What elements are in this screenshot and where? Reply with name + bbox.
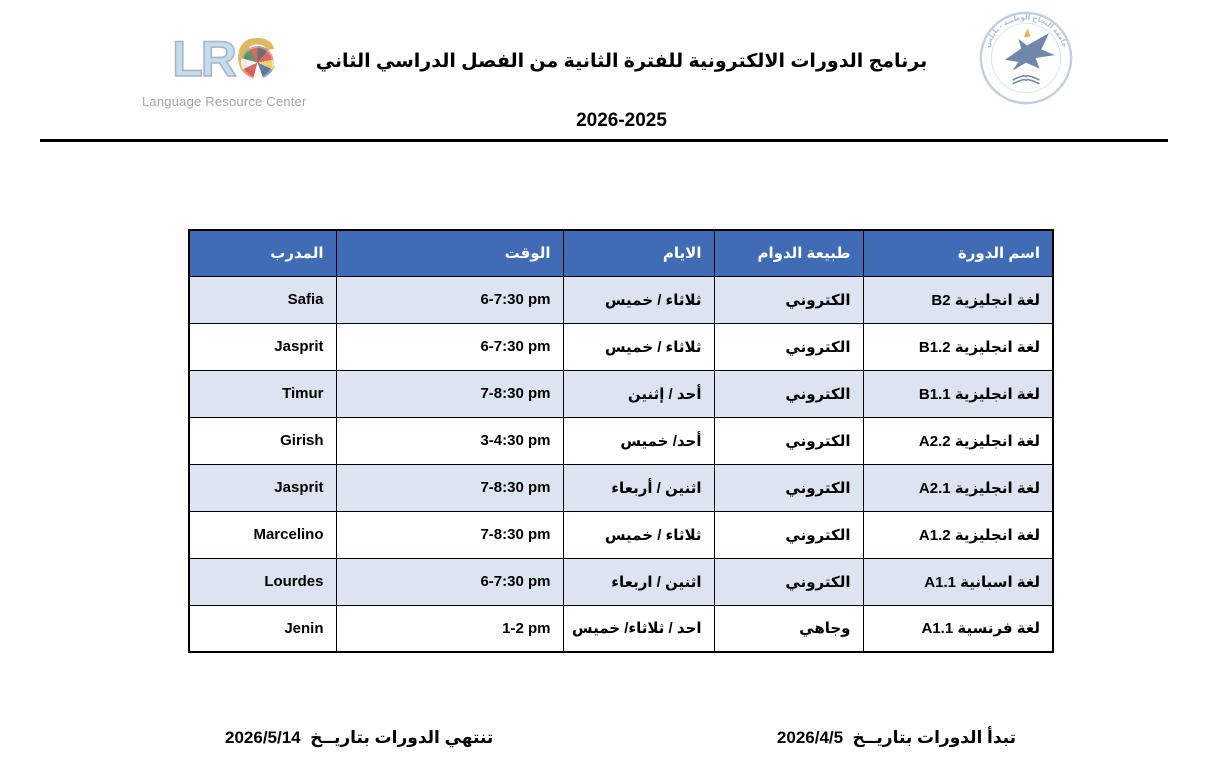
lrc-logo: LR C Language Resource Center (142, 30, 307, 110)
table-row: لغة انجليزية A2.2 الكتروني أحد/ خميس 3-4… (188, 416, 1054, 465)
cell-time: 6-7:30 pm (335, 275, 564, 324)
cell-attendance-mode: الكتروني (713, 275, 864, 324)
table-row: لغة اسبانية A1.1 الكتروني اثنين / اربعاء… (188, 557, 1054, 606)
table-row: لغة انجليزية A2.1 الكتروني اثنين / أربعا… (188, 463, 1054, 512)
courses-end-date: تنتهي الدورات بتاريــخ 2026/5/14 (225, 728, 494, 747)
cell-trainer: Lourdes (188, 557, 337, 606)
cell-trainer: Safia (188, 275, 337, 324)
cell-days: اثنين / أربعاء (562, 463, 715, 512)
title-divider (40, 139, 1168, 142)
header-days: الايام (562, 229, 715, 277)
lrc-logo-subtitle: Language Resource Center (142, 94, 307, 109)
cell-time: 6-7:30 pm (335, 557, 564, 606)
cell-time: 7-8:30 pm (335, 463, 564, 512)
cell-trainer: Marcelino (188, 510, 337, 559)
table-row: لغة انجليزية A1.2 الكتروني ثلاثاء / خميس… (188, 510, 1054, 559)
cell-days: أحد / إثنين (562, 369, 715, 418)
cell-days: احد / ثلاثاء/ خميس (562, 604, 715, 653)
header-attendance-mode: طبيعة الدوام (713, 229, 864, 277)
cell-days: ثلاثاء / خميس (562, 510, 715, 559)
table-row: لغة انجليزية B1.2 الكتروني ثلاثاء / خميس… (188, 322, 1054, 371)
header-course-name: اسم الدورة (862, 229, 1054, 277)
cell-trainer: Jenin (188, 604, 337, 653)
cell-attendance-mode: الكتروني (713, 369, 864, 418)
cell-attendance-mode: الكتروني (713, 463, 864, 512)
course-schedule-table: اسم الدورة طبيعة الدوام الايام الوقت الم… (188, 229, 1054, 653)
table-row: لغة انجليزية B1.1 الكتروني أحد / إثنين 7… (188, 369, 1054, 418)
lrc-logo-letters: LR (171, 30, 237, 88)
cell-trainer: Timur (188, 369, 337, 418)
cell-time: 3-4:30 pm (335, 416, 564, 465)
cell-course-name: لغة فرنسية A1.1 (862, 604, 1054, 653)
courses-start-date: تبدأ الدورات بتاريــخ 2026/4/5 (776, 728, 1016, 747)
cell-course-name: لغة انجليزية B1.2 (862, 322, 1054, 371)
university-seal-logo: جامعة النجاح الوطنية - نابلس (978, 10, 1074, 106)
header-trainer: المدرب (188, 229, 337, 277)
cell-attendance-mode: الكتروني (713, 557, 864, 606)
cell-days: ثلاثاء / خميس (562, 322, 715, 371)
cell-attendance-mode: الكتروني (713, 416, 864, 465)
globe-flags-icon (240, 46, 274, 79)
university-seal-icon: جامعة النجاح الوطنية - نابلس (979, 11, 1073, 105)
cell-course-name: لغة انجليزية B2 (862, 275, 1054, 324)
book-icon (1012, 75, 1040, 85)
table-row: لغة انجليزية B2 الكتروني ثلاثاء / خميس 6… (188, 275, 1054, 324)
lrc-logo-letter-c: C (236, 30, 276, 86)
eagle-icon (1004, 33, 1055, 71)
flame-icon (1024, 28, 1031, 38)
cell-trainer: Jasprit (188, 322, 337, 371)
cell-time: 6-7:30 pm (335, 322, 564, 371)
header-time: الوقت (335, 229, 564, 277)
lrc-logo-acronym: LR C (142, 30, 307, 94)
table-row: لغة فرنسية A1.1 وجاهي احد / ثلاثاء/ خميس… (188, 604, 1054, 653)
cell-attendance-mode: الكتروني (713, 322, 864, 371)
cell-course-name: لغة انجليزية A2.1 (862, 463, 1054, 512)
cell-days: ثلاثاء / خميس (562, 275, 715, 324)
cell-attendance-mode: وجاهي (713, 604, 864, 653)
cell-days: أحد/ خميس (562, 416, 715, 465)
cell-attendance-mode: الكتروني (713, 510, 864, 559)
page-title: برنامج الدورات الالكترونية للفترة الثاني… (315, 51, 928, 72)
page-title-year: 2026-2025 (576, 110, 667, 131)
cell-trainer: Jasprit (188, 463, 337, 512)
cell-course-name: لغة انجليزية A1.2 (862, 510, 1054, 559)
cell-time: 7-8:30 pm (335, 510, 564, 559)
cell-course-name: لغة اسبانية A1.1 (862, 557, 1054, 606)
cell-course-name: لغة انجليزية A2.2 (862, 416, 1054, 465)
cell-time: 7-8:30 pm (335, 369, 564, 418)
cell-time: 1-2 pm (335, 604, 564, 653)
cell-trainer: Girish (188, 416, 337, 465)
cell-days: اثنين / اربعاء (562, 557, 715, 606)
table-header-row: اسم الدورة طبيعة الدوام الايام الوقت الم… (188, 229, 1054, 277)
cell-course-name: لغة انجليزية B1.1 (862, 369, 1054, 418)
